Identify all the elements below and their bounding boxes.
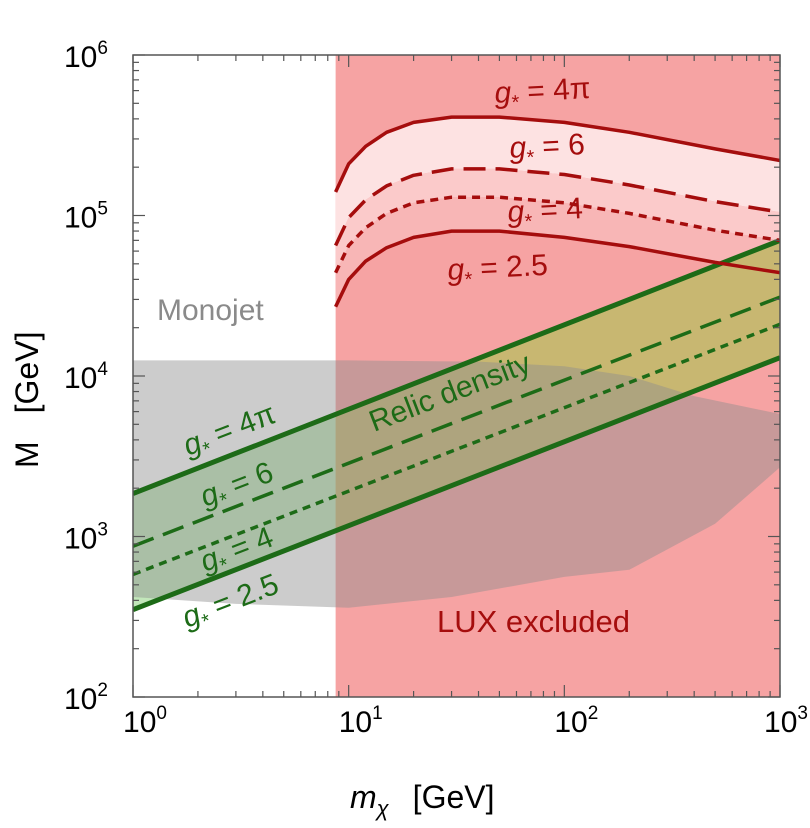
x-axis-title: mχ [GeV] (350, 779, 494, 821)
curve-relic-6 (133, 295, 780, 548)
label-lux-4: g* = 4 (507, 192, 584, 234)
relic-band-right (335, 240, 780, 531)
x-tick-label: 100 (123, 703, 167, 739)
y-axis-title: M[GeV] (9, 332, 45, 468)
x-tick-label: 103 (764, 703, 808, 739)
y-tick-label: 106 (64, 38, 108, 74)
y-tick-label: 103 (64, 520, 108, 556)
x-tick-label: 101 (339, 703, 383, 739)
label-lux-6: g* = 6 (509, 128, 586, 170)
y-tick-label: 104 (64, 359, 108, 395)
curve-lux-2.5 (334, 229, 780, 308)
x-tick-label: 102 (554, 703, 598, 739)
curve-lux-4 (334, 195, 780, 274)
y-tick-label: 105 (64, 199, 108, 235)
lux-band-4-2.5 (335, 197, 780, 307)
lux-band-6-4 (335, 168, 780, 273)
curve-relic-4pi (133, 238, 780, 496)
monojet-label: Monojet (157, 294, 264, 327)
curve-lux-6 (334, 167, 780, 247)
label-lux-2.5: g* = 2.5 (447, 249, 549, 292)
curve-relic-2.5 (133, 355, 780, 613)
lux-excluded-label: LUX excluded (437, 604, 630, 639)
curve-relic-4 (133, 322, 780, 577)
curve-lux-4pi (334, 115, 780, 193)
label-lux-4pi: g* = 4π (494, 72, 592, 115)
lux-band-4pi-6 (335, 117, 780, 246)
y-tick-label: 102 (64, 680, 108, 716)
